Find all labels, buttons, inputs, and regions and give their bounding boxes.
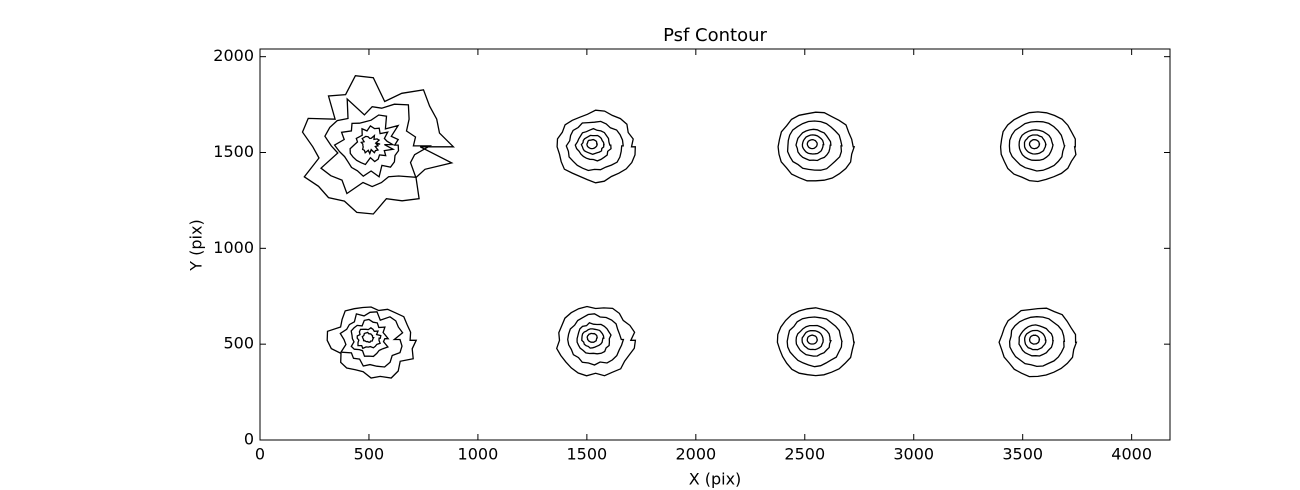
x-tick-label: 0 <box>255 445 265 464</box>
contour-line <box>581 328 605 349</box>
contour-line <box>786 120 843 171</box>
y-tick-label: 500 <box>223 334 254 353</box>
x-tick-label: 500 <box>354 445 385 464</box>
x-tick-label: 2000 <box>675 445 716 464</box>
contour-line <box>574 127 612 162</box>
contour-line <box>1018 324 1054 357</box>
x-tick-label: 1000 <box>458 445 499 464</box>
contour-line <box>326 306 418 379</box>
contour-line <box>1023 134 1047 155</box>
plot-frame <box>259 48 1171 441</box>
contour-line <box>586 332 598 343</box>
contour-line <box>1008 120 1066 172</box>
x-axis-label: X (pix) <box>689 470 742 489</box>
contour-line <box>801 330 824 351</box>
contour-line <box>1008 316 1066 368</box>
y-tick-label: 2000 <box>213 46 254 65</box>
contour-line <box>586 138 598 150</box>
y-tick-label: 1000 <box>213 238 254 257</box>
x-tick-label: 3000 <box>893 445 934 464</box>
contour-line <box>1028 334 1041 345</box>
x-tick-label: 2500 <box>784 445 825 464</box>
contour-line <box>333 114 400 178</box>
contour-line <box>1018 129 1054 161</box>
y-axis-label: Y (pix) <box>187 219 206 271</box>
contour-line <box>576 322 612 355</box>
contour-line <box>567 313 625 366</box>
contour-line <box>301 75 455 215</box>
contour-line <box>786 316 843 368</box>
contour-line <box>555 305 637 377</box>
contour-line <box>361 331 375 343</box>
contour-line <box>360 134 381 156</box>
contour-line <box>806 334 819 345</box>
contour-line <box>776 307 856 377</box>
contour-line <box>356 327 382 350</box>
contour-line <box>999 111 1077 183</box>
y-tick-label: 0 <box>244 430 254 449</box>
contour-line <box>556 109 636 184</box>
x-tick-label: 3500 <box>1002 445 1043 464</box>
contour-line <box>795 324 832 357</box>
contour-line <box>580 134 605 155</box>
contour-line <box>1028 138 1041 150</box>
contour-line <box>349 125 396 166</box>
contour-line <box>350 318 390 358</box>
contour-line <box>801 134 825 155</box>
contour-line <box>806 138 818 150</box>
contour-line <box>319 97 433 195</box>
contour-line <box>565 120 624 172</box>
y-tick-label: 1500 <box>213 142 254 161</box>
x-tick-label: 1500 <box>567 445 608 464</box>
chart-title: Psf Contour <box>663 25 767 46</box>
contour-line <box>998 307 1078 378</box>
x-tick-label: 4000 <box>1111 445 1152 464</box>
contour-line <box>339 311 404 368</box>
contour-line <box>1024 329 1047 351</box>
contour-line <box>795 128 832 162</box>
contour-line <box>777 111 856 182</box>
